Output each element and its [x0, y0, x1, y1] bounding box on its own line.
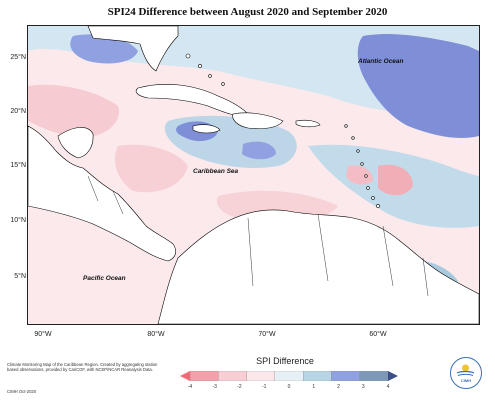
land-hispaniola [232, 112, 284, 130]
legend-cell-max [388, 371, 398, 381]
legend-colorbar [180, 371, 398, 381]
map-canvas [28, 26, 479, 324]
land-south-america [157, 209, 479, 324]
border-3 [247, 217, 254, 287]
legend-tick-label: 2 [337, 384, 340, 390]
lon-label-80w: 80°W [147, 331, 165, 338]
legend-tick-label: -3 [212, 384, 217, 390]
negative-field-gulf [28, 84, 119, 138]
legend-cell [246, 371, 276, 381]
land-florida [87, 26, 179, 72]
legend-tick-label: 1 [312, 384, 316, 390]
lon-label-60w: 60°W [369, 331, 387, 338]
land-antilles-7 [371, 196, 375, 200]
legend-cell [359, 371, 389, 381]
legend-cell-min [180, 371, 190, 381]
legend-tick-label: 0 [287, 384, 291, 390]
positive-field-atlantic [357, 34, 479, 138]
lon-label-70w: 70°W [258, 331, 276, 338]
land-central-america [28, 125, 177, 262]
land-antilles-3 [356, 149, 360, 153]
negative-field-central [114, 144, 188, 193]
negative-field-lesser-antilles [346, 165, 373, 185]
legend-tick-label: 3 [361, 384, 365, 390]
lat-label-15n: 15°N [10, 162, 26, 169]
land-antilles-1 [344, 124, 348, 128]
legend-cell [189, 371, 219, 381]
logo-emblem-icon [456, 364, 475, 376]
land-bahamas-2 [198, 64, 202, 68]
legend-tick-label: 4 [386, 384, 390, 390]
lat-label-5n: 5°N [14, 273, 26, 280]
border-2 [112, 190, 124, 215]
land-cuba [135, 84, 251, 117]
border-1 [87, 175, 99, 202]
land-bahamas-1 [185, 53, 191, 59]
positive-field-hispaniola [242, 141, 276, 160]
legend-cell [218, 371, 247, 381]
label-atlantic-ocean: Atlantic Ocean [358, 58, 404, 65]
legend-tick-label: -2 [237, 384, 242, 390]
lat-label-10n: 10°N [10, 217, 26, 224]
land-puerto-rico [295, 119, 321, 128]
credit-code: CIMH Oct-2020 [7, 389, 37, 394]
map-panel[interactable]: Atlantic Ocean Caribbean Sea Pacific Oce… [27, 25, 480, 325]
lat-label-20n: 20°N [10, 108, 26, 115]
country-borders [87, 175, 429, 297]
legend-cell [302, 371, 332, 381]
legend-title: SPI Difference [256, 356, 314, 366]
label-caribbean-sea: Caribbean Sea [193, 168, 239, 175]
border-4 [317, 213, 329, 282]
legend-tick-label: -1 [262, 384, 267, 390]
land-antilles-5 [364, 174, 368, 178]
map-title: SPI24 Difference between August 2020 and… [107, 6, 388, 18]
credit-text: Climate Monitoring Map of the Caribbean … [7, 362, 158, 373]
land-antilles-2 [351, 136, 355, 140]
land-antilles-4 [360, 162, 364, 166]
land-bahamas-4 [221, 82, 225, 86]
land-bahamas-3 [208, 74, 212, 78]
land-antilles-8 [376, 204, 380, 208]
cimh-logo: CIMH [450, 357, 482, 389]
land-antilles-6 [366, 186, 370, 190]
border-5 [382, 225, 394, 287]
land [28, 26, 479, 324]
positive-field-northwest [70, 34, 138, 64]
legend-cell [274, 371, 304, 381]
lat-label-25n: 25°N [10, 54, 26, 61]
label-pacific-ocean: Pacific Ocean [83, 275, 126, 282]
logo-text: CIMH [460, 378, 472, 383]
legend-cell [331, 371, 360, 381]
land-jamaica [192, 124, 221, 134]
lon-label-90w: 90°W [34, 331, 52, 338]
land-yucatan [57, 127, 94, 159]
border-6 [422, 257, 429, 297]
legend-tick-label: -4 [187, 384, 193, 390]
negative-field-eastern [378, 164, 413, 196]
